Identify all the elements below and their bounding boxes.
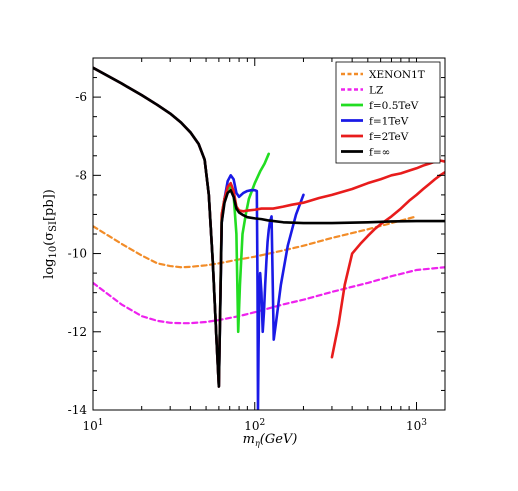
- y-axis-title: log10(σSI[pb]): [42, 189, 59, 279]
- legend-box: [335, 61, 441, 164]
- y-tick-label-neg8: -8: [75, 168, 87, 182]
- x-axis-title-unit: (GeV): [260, 432, 298, 447]
- y-tick-label-neg6: -6: [75, 90, 87, 104]
- y-tick-label-neg12: -12: [68, 325, 87, 339]
- legend-entry-lz: LZ: [341, 85, 383, 97]
- y-axis-title-sigma: (σ: [42, 232, 57, 246]
- legend-label: f=2TeV: [369, 131, 409, 143]
- legend-label: LZ: [369, 85, 383, 97]
- x-tick-label-10: 101: [82, 418, 103, 433]
- legend-label: f=∞: [369, 147, 390, 159]
- ticks-layer: 101 102 103 -6 -8 -10 -12 -14: [68, 57, 445, 433]
- y-axis-title-unit: [pb]): [42, 189, 57, 221]
- x-tick-label-100: 102: [244, 418, 265, 433]
- series-line-xenon1t: [93, 215, 418, 269]
- x-axis-title: mη(GeV): [243, 432, 298, 448]
- series-layer: [93, 66, 445, 410]
- legend-entry-f-2tev: f=2TeV: [341, 131, 409, 143]
- legend-label: f=1TeV: [369, 116, 409, 128]
- legend: XENON1T LZ f=0.5TeV f=1TeV f=2TeV f=∞: [335, 61, 441, 164]
- series-line-lz: [93, 266, 445, 325]
- y-tick-label-neg14: -14: [68, 403, 88, 417]
- legend-entry-f-inf: f=∞: [341, 147, 390, 159]
- series-line-f-1tev: [93, 66, 305, 410]
- y-tick-label-neg10: -10: [68, 247, 87, 261]
- legend-label: f=0.5TeV: [369, 100, 419, 112]
- series-line-f-inf: [93, 66, 445, 388]
- x-tick-label-1000: 103: [406, 418, 427, 433]
- legend-entry-f-0-5tev: f=0.5TeV: [341, 100, 419, 112]
- x-axis-title-subscript: η: [255, 439, 260, 448]
- series-line-f-0-5tev: [93, 66, 271, 388]
- y-axis-title-subscript: SI: [48, 221, 59, 232]
- legend-entry-f-1tev: f=1TeV: [341, 116, 409, 128]
- series-line-f-2tev-high-mass-branch: [330, 170, 445, 359]
- legend-label: XENON1T: [369, 69, 425, 81]
- legend-entry-xenon1t: XENON1T: [341, 69, 425, 81]
- y-axis-title-base: 10: [48, 246, 59, 259]
